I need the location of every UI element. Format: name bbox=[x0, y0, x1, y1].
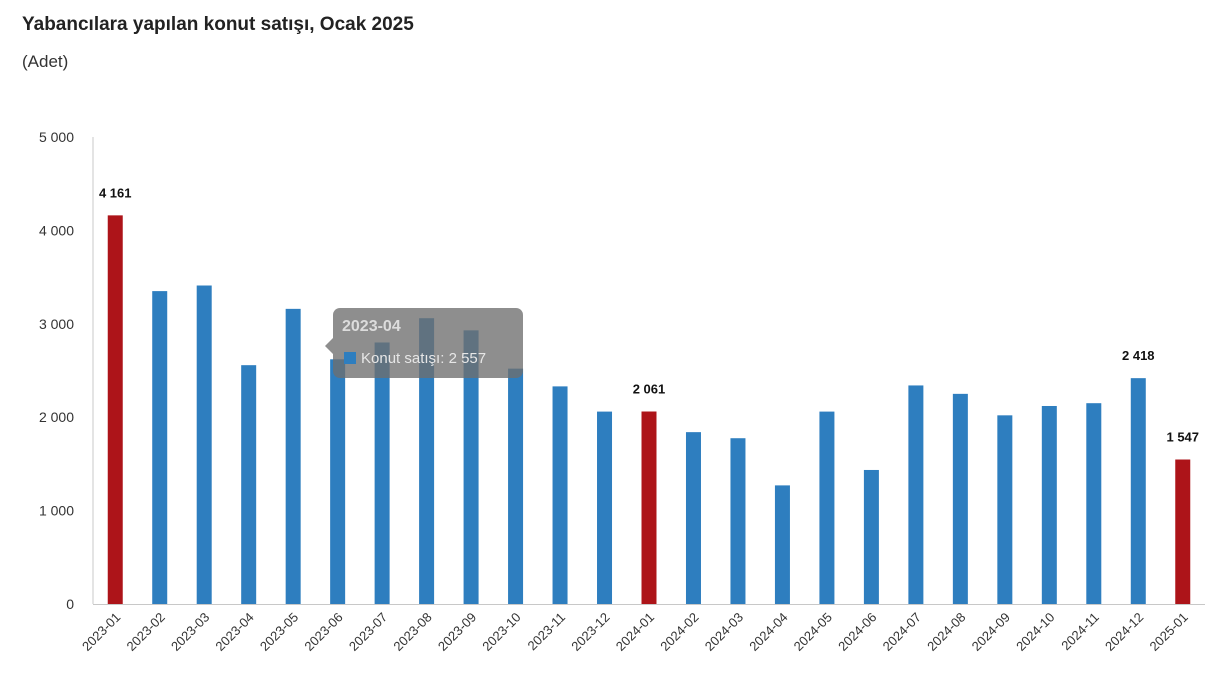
bar-2023-01 bbox=[107, 215, 123, 604]
bar-2024-02 bbox=[685, 432, 701, 604]
bar-2023-09 bbox=[463, 330, 479, 604]
chart-tooltip: 2023-04 Konut satışı: 2 557 bbox=[325, 308, 523, 378]
bar-2024-05 bbox=[819, 411, 835, 604]
bar-2024-03 bbox=[730, 438, 746, 604]
data-label: 2 418 bbox=[1122, 348, 1155, 363]
bar-2024-11 bbox=[1086, 403, 1102, 604]
x-tick-label: 2024-12 bbox=[1102, 610, 1146, 654]
data-label: 1 547 bbox=[1166, 430, 1199, 445]
bar-2023-02 bbox=[152, 291, 168, 604]
y-tick-label: 2 000 bbox=[39, 409, 74, 425]
x-tick-label: 2023-12 bbox=[568, 610, 612, 654]
x-tick-label: 2023-07 bbox=[346, 610, 390, 654]
bar-2024-09 bbox=[997, 415, 1013, 604]
x-tick-label: 2024-01 bbox=[613, 610, 657, 654]
bar-2024-01 bbox=[641, 411, 657, 604]
bar-2023-10 bbox=[508, 368, 524, 604]
x-tick-label: 2023-01 bbox=[79, 610, 123, 654]
tooltip-value: 2 557 bbox=[448, 350, 487, 367]
x-tick-label: 2024-05 bbox=[791, 610, 835, 654]
bar-2023-04 bbox=[241, 365, 257, 604]
y-tick-label: 5 000 bbox=[39, 129, 74, 145]
bar-2023-05 bbox=[285, 308, 301, 604]
x-tick-label: 2024-02 bbox=[657, 610, 701, 654]
x-tick-label: 2023-05 bbox=[257, 610, 301, 654]
x-tick-label: 2024-06 bbox=[835, 610, 879, 654]
y-tick-label: 0 bbox=[66, 596, 74, 612]
x-tick-label: 2024-10 bbox=[1013, 610, 1057, 654]
x-tick-label: 2024-08 bbox=[924, 610, 968, 654]
bar-2024-07 bbox=[908, 385, 924, 604]
tooltip-series: Konut satışı bbox=[361, 350, 441, 367]
y-tick-label: 3 000 bbox=[39, 316, 74, 332]
y-tick-label: 1 000 bbox=[39, 503, 74, 519]
x-tick-label: 2023-06 bbox=[301, 610, 345, 654]
bar-2024-04 bbox=[774, 485, 790, 604]
bar-2024-06 bbox=[863, 469, 879, 604]
tooltip-row: Konut satışı: 2 557 bbox=[344, 350, 486, 367]
chart-subtitle: (Adet) bbox=[22, 52, 69, 71]
x-tick-label: 2024-07 bbox=[880, 610, 924, 654]
bar-2023-11 bbox=[552, 386, 568, 604]
x-tick-label: 2025-01 bbox=[1147, 610, 1191, 654]
data-label: 4 161 bbox=[99, 185, 132, 200]
x-tick-label: 2023-11 bbox=[524, 610, 568, 654]
x-tick-label: 2023-02 bbox=[123, 610, 167, 654]
x-tick-label: 2024-03 bbox=[702, 610, 746, 654]
bar-2024-10 bbox=[1041, 405, 1057, 604]
x-tick-label: 2024-09 bbox=[969, 610, 1013, 654]
tooltip-swatch bbox=[344, 352, 356, 364]
bar-2023-12 bbox=[597, 411, 613, 604]
bar-2023-03 bbox=[196, 285, 212, 604]
data-label: 2 061 bbox=[633, 382, 666, 397]
chart-title: Yabancılara yapılan konut satışı, Ocak 2… bbox=[22, 14, 414, 35]
bar-2023-08 bbox=[419, 318, 435, 604]
x-tick-label: 2023-03 bbox=[168, 610, 212, 654]
x-tick-label: 2023-08 bbox=[390, 610, 434, 654]
tooltip-title: 2023-04 bbox=[342, 318, 401, 335]
bar-2024-12 bbox=[1130, 378, 1146, 604]
tooltip-sep: : bbox=[440, 350, 449, 367]
bar-2025-01 bbox=[1175, 459, 1191, 604]
x-tick-label: 2023-04 bbox=[212, 610, 256, 654]
bar-2023-07 bbox=[374, 342, 390, 604]
bar-2024-08 bbox=[952, 393, 968, 604]
x-tick-label: 2023-09 bbox=[435, 610, 479, 654]
x-tick-label: 2024-04 bbox=[746, 610, 790, 654]
x-tick-label: 2023-10 bbox=[479, 610, 523, 654]
bar-2023-06 bbox=[330, 359, 346, 604]
x-tick-label: 2024-11 bbox=[1058, 610, 1102, 654]
y-tick-label: 4 000 bbox=[39, 222, 74, 238]
